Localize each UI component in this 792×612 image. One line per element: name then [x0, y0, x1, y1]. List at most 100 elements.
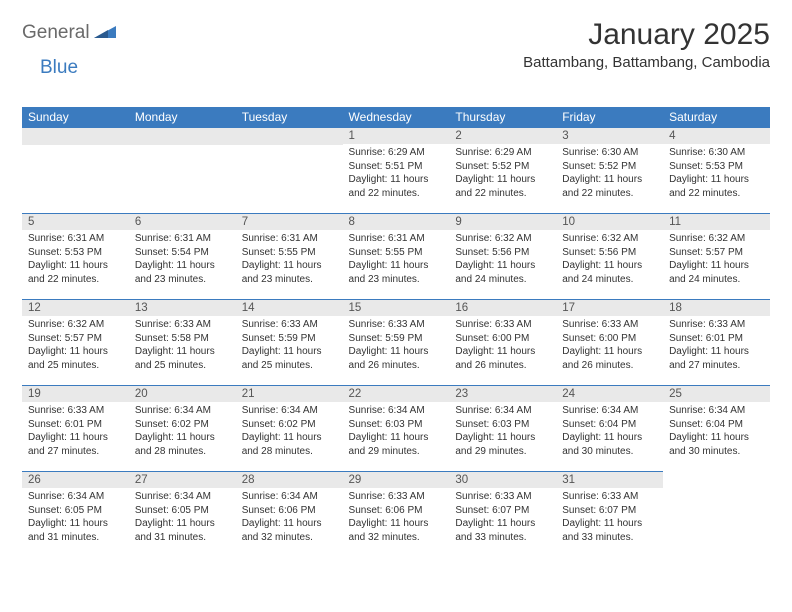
day-details: Sunrise: 6:30 AMSunset: 5:52 PMDaylight:…: [556, 144, 663, 204]
day-number: 30: [449, 471, 556, 488]
day-details: Sunrise: 6:34 AMSunset: 6:03 PMDaylight:…: [343, 402, 450, 462]
day-detail-line: Sunset: 5:54 PM: [135, 246, 230, 260]
calendar-week-row: 5Sunrise: 6:31 AMSunset: 5:53 PMDaylight…: [22, 213, 770, 299]
calendar-day-cell: [22, 127, 129, 213]
day-detail-line: Sunset: 6:06 PM: [349, 504, 444, 518]
day-detail-line: Sunrise: 6:33 AM: [669, 318, 764, 332]
day-detail-line: and 26 minutes.: [455, 359, 550, 373]
day-number: 3: [556, 127, 663, 144]
calendar-week-row: 12Sunrise: 6:32 AMSunset: 5:57 PMDayligh…: [22, 299, 770, 385]
day-detail-line: Sunset: 5:58 PM: [135, 332, 230, 346]
day-detail-line: and 30 minutes.: [562, 445, 657, 459]
day-detail-line: Sunrise: 6:33 AM: [562, 490, 657, 504]
day-details: Sunrise: 6:33 AMSunset: 5:59 PMDaylight:…: [343, 316, 450, 376]
day-detail-line: Daylight: 11 hours: [562, 345, 657, 359]
day-detail-line: Sunrise: 6:32 AM: [669, 232, 764, 246]
day-detail-line: Sunset: 5:57 PM: [669, 246, 764, 260]
day-detail-line: Sunrise: 6:33 AM: [242, 318, 337, 332]
day-number: 22: [343, 385, 450, 402]
calendar-day-cell: 30Sunrise: 6:33 AMSunset: 6:07 PMDayligh…: [449, 471, 556, 557]
weekday-header: Monday: [129, 107, 236, 127]
weekday-header: Tuesday: [236, 107, 343, 127]
day-details: Sunrise: 6:34 AMSunset: 6:02 PMDaylight:…: [236, 402, 343, 462]
day-detail-line: Sunset: 6:04 PM: [669, 418, 764, 432]
day-details: Sunrise: 6:33 AMSunset: 6:06 PMDaylight:…: [343, 488, 450, 548]
day-detail-line: and 24 minutes.: [455, 273, 550, 287]
day-details: Sunrise: 6:31 AMSunset: 5:55 PMDaylight:…: [236, 230, 343, 290]
day-number: 24: [556, 385, 663, 402]
day-number: 29: [343, 471, 450, 488]
calendar-day-cell: 6Sunrise: 6:31 AMSunset: 5:54 PMDaylight…: [129, 213, 236, 299]
day-detail-line: and 24 minutes.: [669, 273, 764, 287]
logo-text-blue: Blue: [40, 57, 78, 78]
day-details: Sunrise: 6:33 AMSunset: 6:07 PMDaylight:…: [556, 488, 663, 548]
day-detail-line: Sunrise: 6:33 AM: [455, 318, 550, 332]
day-number: 1: [343, 127, 450, 144]
day-detail-line: Sunset: 6:01 PM: [28, 418, 123, 432]
day-detail-line: Daylight: 11 hours: [562, 259, 657, 273]
day-detail-line: Sunset: 5:53 PM: [669, 160, 764, 174]
day-detail-line: Sunset: 5:55 PM: [242, 246, 337, 260]
logo-triangle-icon: [94, 23, 116, 44]
day-detail-line: Daylight: 11 hours: [28, 259, 123, 273]
day-detail-line: Sunrise: 6:33 AM: [455, 490, 550, 504]
day-details: Sunrise: 6:33 AMSunset: 5:59 PMDaylight:…: [236, 316, 343, 376]
day-detail-line: Daylight: 11 hours: [349, 173, 444, 187]
calendar-day-cell: 13Sunrise: 6:33 AMSunset: 5:58 PMDayligh…: [129, 299, 236, 385]
day-number: 10: [556, 213, 663, 230]
day-details: Sunrise: 6:30 AMSunset: 5:53 PMDaylight:…: [663, 144, 770, 204]
day-detail-line: Daylight: 11 hours: [349, 431, 444, 445]
empty-day-bar: [129, 127, 236, 145]
calendar-day-cell: 3Sunrise: 6:30 AMSunset: 5:52 PMDaylight…: [556, 127, 663, 213]
day-number: 15: [343, 299, 450, 316]
weekday-header: Sunday: [22, 107, 129, 127]
day-detail-line: and 22 minutes.: [669, 187, 764, 201]
calendar-day-cell: 24Sunrise: 6:34 AMSunset: 6:04 PMDayligh…: [556, 385, 663, 471]
day-detail-line: Sunset: 6:02 PM: [242, 418, 337, 432]
day-detail-line: and 30 minutes.: [669, 445, 764, 459]
day-detail-line: and 29 minutes.: [349, 445, 444, 459]
day-detail-line: Daylight: 11 hours: [562, 431, 657, 445]
day-detail-line: Sunrise: 6:31 AM: [349, 232, 444, 246]
day-details: Sunrise: 6:32 AMSunset: 5:57 PMDaylight:…: [663, 230, 770, 290]
day-detail-line: Sunrise: 6:34 AM: [28, 490, 123, 504]
calendar-day-cell: 17Sunrise: 6:33 AMSunset: 6:00 PMDayligh…: [556, 299, 663, 385]
day-number: 13: [129, 299, 236, 316]
day-detail-line: and 22 minutes.: [455, 187, 550, 201]
calendar-day-cell: 16Sunrise: 6:33 AMSunset: 6:00 PMDayligh…: [449, 299, 556, 385]
day-detail-line: Sunset: 6:07 PM: [562, 504, 657, 518]
day-detail-line: Daylight: 11 hours: [242, 517, 337, 531]
day-detail-line: Daylight: 11 hours: [455, 517, 550, 531]
day-detail-line: and 32 minutes.: [242, 531, 337, 545]
day-number: 20: [129, 385, 236, 402]
empty-day-bar: [22, 127, 129, 145]
day-detail-line: Sunset: 5:53 PM: [28, 246, 123, 260]
calendar-day-cell: 23Sunrise: 6:34 AMSunset: 6:03 PMDayligh…: [449, 385, 556, 471]
day-number: 28: [236, 471, 343, 488]
day-detail-line: Sunset: 5:55 PM: [349, 246, 444, 260]
calendar-day-cell: 22Sunrise: 6:34 AMSunset: 6:03 PMDayligh…: [343, 385, 450, 471]
day-number: 5: [22, 213, 129, 230]
weekday-header: Wednesday: [343, 107, 450, 127]
day-detail-line: Sunset: 5:52 PM: [562, 160, 657, 174]
day-number: 4: [663, 127, 770, 144]
day-detail-line: Sunrise: 6:29 AM: [349, 146, 444, 160]
day-details: Sunrise: 6:34 AMSunset: 6:06 PMDaylight:…: [236, 488, 343, 548]
day-details: Sunrise: 6:29 AMSunset: 5:52 PMDaylight:…: [449, 144, 556, 204]
calendar-day-cell: 5Sunrise: 6:31 AMSunset: 5:53 PMDaylight…: [22, 213, 129, 299]
day-detail-line: Sunrise: 6:34 AM: [455, 404, 550, 418]
day-detail-line: Sunset: 6:03 PM: [455, 418, 550, 432]
day-detail-line: Daylight: 11 hours: [669, 173, 764, 187]
day-detail-line: Sunset: 6:00 PM: [562, 332, 657, 346]
day-detail-line: and 22 minutes.: [28, 273, 123, 287]
day-details: Sunrise: 6:34 AMSunset: 6:02 PMDaylight:…: [129, 402, 236, 462]
day-details: Sunrise: 6:33 AMSunset: 6:07 PMDaylight:…: [449, 488, 556, 548]
day-detail-line: Daylight: 11 hours: [135, 345, 230, 359]
day-detail-line: Sunrise: 6:30 AM: [562, 146, 657, 160]
day-detail-line: Daylight: 11 hours: [242, 345, 337, 359]
day-detail-line: Sunrise: 6:34 AM: [242, 490, 337, 504]
day-details: Sunrise: 6:34 AMSunset: 6:03 PMDaylight:…: [449, 402, 556, 462]
day-detail-line: and 23 minutes.: [135, 273, 230, 287]
day-detail-line: and 25 minutes.: [28, 359, 123, 373]
day-detail-line: and 26 minutes.: [562, 359, 657, 373]
